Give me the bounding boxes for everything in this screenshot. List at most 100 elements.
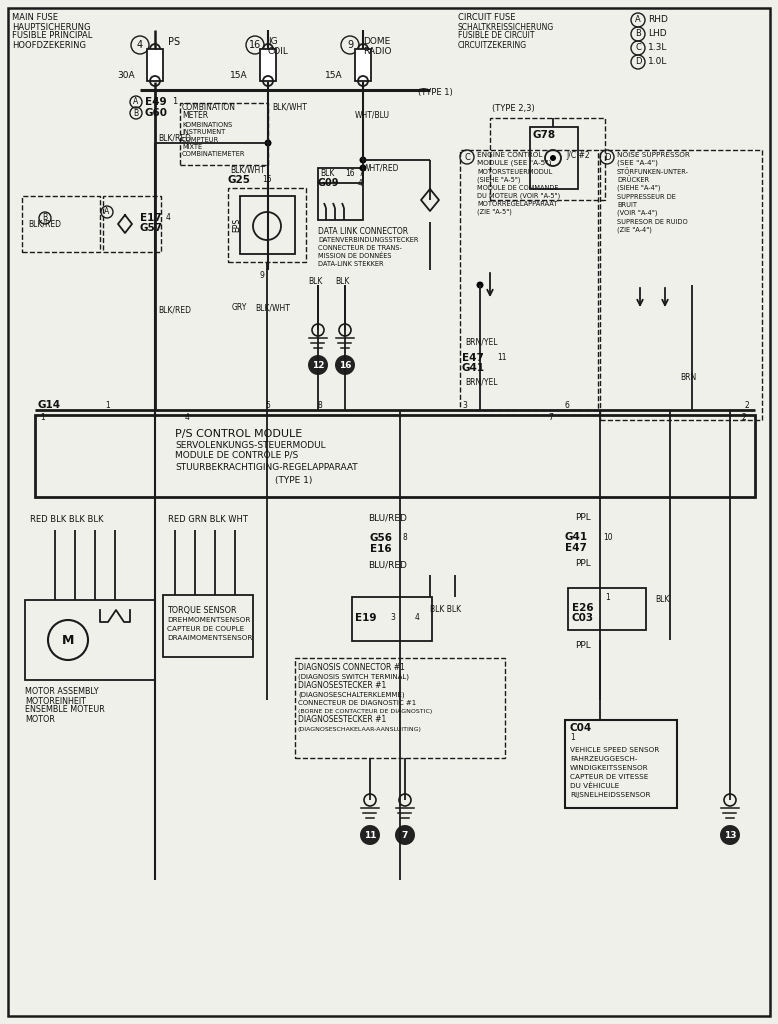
Text: RHD: RHD (648, 15, 668, 25)
Text: 9: 9 (260, 271, 265, 281)
Text: MOTOR ASSEMBLY: MOTOR ASSEMBLY (25, 687, 99, 696)
Circle shape (308, 355, 328, 375)
Text: 5: 5 (265, 400, 270, 410)
Text: DU MOTEUR (VOIR "A-5"): DU MOTEUR (VOIR "A-5") (477, 193, 560, 200)
Text: M: M (61, 634, 74, 646)
Text: (SEE "A-4"): (SEE "A-4") (617, 160, 658, 166)
Text: SCHALTKREISSICHERUNG: SCHALTKREISSICHERUNG (458, 23, 554, 32)
Bar (260, 49, 276, 81)
Text: P/S CONTROL MODULE: P/S CONTROL MODULE (175, 429, 302, 439)
Text: G41: G41 (565, 532, 588, 542)
Text: B: B (635, 30, 641, 39)
Text: G41: G41 (462, 362, 485, 373)
Text: E47: E47 (462, 353, 484, 362)
Text: SERVOLENKUNGS-STEUERMODUL: SERVOLENKUNGS-STEUERMODUL (175, 440, 326, 450)
Text: 4: 4 (166, 213, 171, 222)
Text: ENSEMBLE MOTEUR: ENSEMBLE MOTEUR (25, 706, 105, 715)
Text: B: B (43, 213, 47, 222)
Text: B: B (134, 109, 138, 118)
Text: 15A: 15A (230, 71, 248, 80)
Text: DRÜCKER: DRÜCKER (617, 176, 649, 183)
Text: (BORNE DE CONTACTEUR DE DIAGNOSTIC): (BORNE DE CONTACTEUR DE DIAGNOSTIC) (298, 709, 433, 714)
Bar (295, 658, 505, 758)
Text: E19: E19 (355, 613, 377, 623)
Text: EPS: EPS (233, 218, 241, 232)
Text: E16: E16 (370, 544, 391, 554)
Text: MOTOREINHEIT: MOTOREINHEIT (25, 696, 86, 706)
Text: E47: E47 (565, 543, 587, 553)
Text: E17: E17 (140, 213, 162, 223)
Text: (ZIE "A-5"): (ZIE "A-5") (477, 209, 512, 215)
Text: KOMBINATIONS: KOMBINATIONS (182, 122, 233, 128)
Text: (TYPE 1): (TYPE 1) (418, 88, 453, 97)
Text: 2: 2 (742, 414, 747, 423)
Text: (SIEHE "A-4"): (SIEHE "A-4") (617, 184, 661, 191)
Text: 7: 7 (401, 830, 408, 840)
Text: ENGINE CONTROL: ENGINE CONTROL (477, 152, 542, 158)
Text: 3: 3 (462, 400, 467, 410)
Text: (SIEHE "A-5"): (SIEHE "A-5") (477, 177, 520, 183)
Text: MISSION DE DONNÉES: MISSION DE DONNÉES (318, 253, 391, 259)
Text: WHT/RED: WHT/RED (363, 164, 399, 172)
Text: (ZIE "A-4"): (ZIE "A-4") (617, 226, 652, 233)
Text: C04: C04 (570, 723, 592, 733)
Text: 9: 9 (347, 40, 353, 50)
Text: COMBINATION: COMBINATION (182, 103, 236, 113)
Text: STÖRFUNKEN-UNTER-: STÖRFUNKEN-UNTER- (617, 169, 689, 175)
Bar (530, 127, 578, 189)
Bar (240, 196, 295, 254)
Text: 8: 8 (318, 400, 323, 410)
Text: MODULE (SEE "A-5"): MODULE (SEE "A-5") (477, 160, 552, 166)
Text: PPL: PPL (575, 558, 591, 567)
Text: DREHMOMENTSENSOR: DREHMOMENTSENSOR (167, 617, 251, 623)
Text: PPL: PPL (575, 513, 591, 522)
Bar (103, 196, 161, 252)
Text: MIXTE: MIXTE (182, 144, 202, 150)
Text: CAPTEUR DE VITESSE: CAPTEUR DE VITESSE (570, 774, 648, 780)
Text: 10: 10 (603, 532, 612, 542)
Text: A: A (635, 15, 641, 25)
Text: G09: G09 (318, 178, 339, 188)
Text: (DIAGNOSESCHALTERKLEMME): (DIAGNOSESCHALTERKLEMME) (298, 692, 405, 698)
Text: MOTORREGELAPPARAAT: MOTORREGELAPPARAAT (477, 201, 557, 207)
Text: BLK/RED: BLK/RED (158, 305, 191, 314)
Text: PS: PS (168, 37, 180, 47)
Text: 30A: 30A (117, 71, 135, 80)
Bar (565, 720, 677, 808)
Text: G60: G60 (145, 108, 168, 118)
Text: BLU/RED: BLU/RED (368, 513, 407, 522)
Circle shape (359, 165, 366, 171)
Text: DOME: DOME (363, 38, 391, 46)
Text: CONNECTEUR DE TRANS-: CONNECTEUR DE TRANS- (318, 245, 402, 251)
Bar (22, 196, 100, 252)
Text: BLK BLK: BLK BLK (430, 605, 461, 614)
Text: 1: 1 (40, 414, 45, 423)
Text: BLK: BLK (308, 278, 322, 287)
Text: 4: 4 (358, 178, 363, 187)
Text: 1: 1 (105, 400, 110, 410)
Text: 7: 7 (358, 170, 363, 178)
Text: BLK: BLK (655, 596, 669, 604)
Text: COMPTEUR: COMPTEUR (182, 137, 219, 143)
Text: 4: 4 (137, 40, 143, 50)
Text: 12: 12 (312, 360, 324, 370)
Text: 1: 1 (570, 733, 575, 742)
Text: MOTORSTEUERMODUL: MOTORSTEUERMODUL (477, 169, 552, 175)
Text: DIAGNOSIS CONNECTOR #1: DIAGNOSIS CONNECTOR #1 (298, 664, 405, 673)
Bar (180, 103, 268, 165)
Text: E49: E49 (145, 97, 166, 106)
Text: 8: 8 (403, 534, 408, 543)
Bar (460, 150, 598, 410)
Circle shape (550, 155, 556, 161)
Text: DU VÉHICULE: DU VÉHICULE (570, 782, 619, 790)
Text: FAHRZEUGGESCH-: FAHRZEUGGESCH- (570, 756, 637, 762)
Text: MODULE DE CONTRÔLE P/S: MODULE DE CONTRÔLE P/S (175, 452, 298, 461)
Text: DRAAIMOMENTSENSOR: DRAAIMOMENTSENSOR (167, 635, 252, 641)
Text: C: C (464, 153, 470, 162)
Text: 16: 16 (249, 40, 261, 50)
Text: VEHICLE SPEED SENSOR: VEHICLE SPEED SENSOR (570, 746, 659, 753)
Text: BLK/RED: BLK/RED (28, 219, 61, 228)
Text: SUPRESOR DE RUIDO: SUPRESOR DE RUIDO (617, 219, 688, 225)
Text: BRN/YEL: BRN/YEL (465, 378, 497, 386)
Text: DIAGNOSESTECKER #1: DIAGNOSESTECKER #1 (298, 716, 386, 725)
